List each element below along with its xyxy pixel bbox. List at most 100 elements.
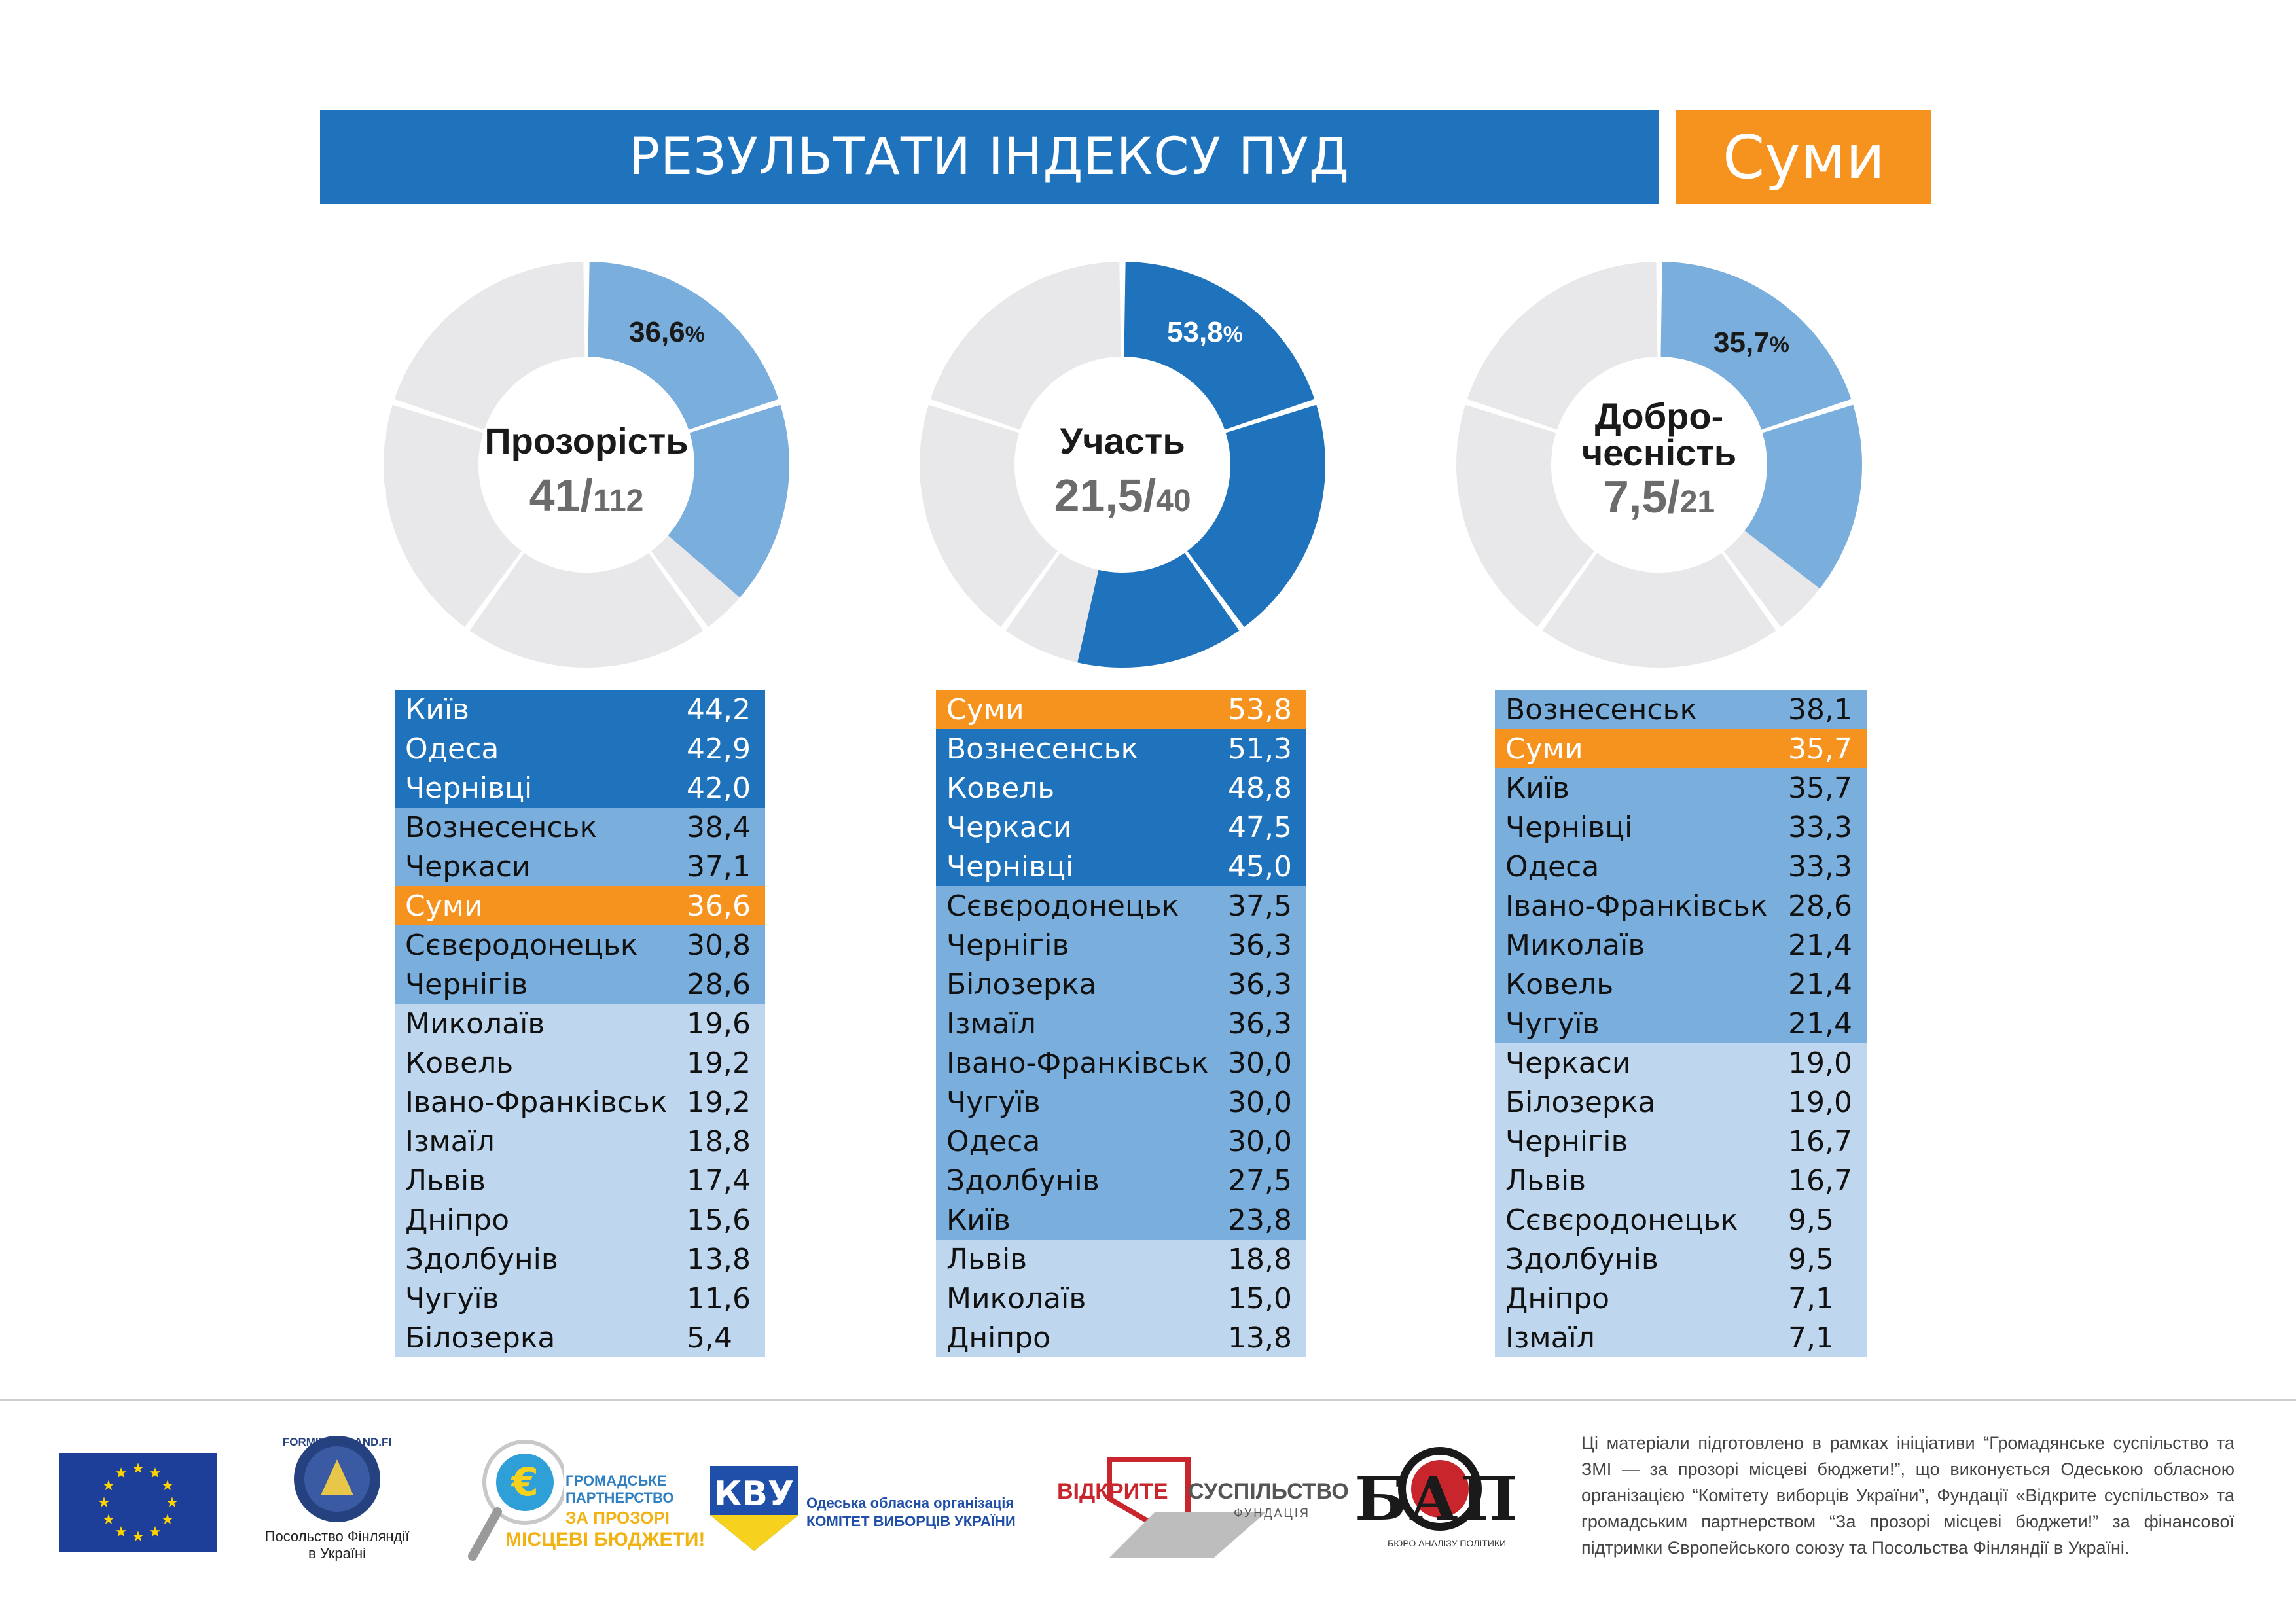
partnership-slogan-2: МІСЦЕВІ БЮДЖЕТИ! bbox=[505, 1529, 706, 1550]
city-score: 30,0 bbox=[1228, 1124, 1292, 1158]
kvu-logo: КВУ Одеська обласна організація КОМІТЕТ … bbox=[707, 1453, 1016, 1558]
city-name: Чугуїв bbox=[1505, 1007, 1600, 1041]
city-name: Івано-Франківськ bbox=[946, 1046, 1209, 1080]
city-name: Чернівці bbox=[946, 849, 1074, 883]
city-score: 18,8 bbox=[1228, 1242, 1292, 1276]
city-name: Суми bbox=[1505, 732, 1583, 766]
city-score: 37,1 bbox=[687, 849, 751, 883]
percent-sign: % bbox=[1223, 322, 1243, 347]
kvu-caption: Одеська обласна організація bbox=[806, 1495, 1014, 1511]
city-name: Івано-Франківськ bbox=[1505, 889, 1768, 923]
magnifier-icon: € bbox=[468, 1440, 567, 1561]
percent-label: 53,8% bbox=[1167, 316, 1243, 349]
city-name: Чугуїв bbox=[946, 1085, 1041, 1119]
city-name: Суми bbox=[946, 692, 1024, 726]
table-row: Одеса 30,0 bbox=[936, 1122, 1306, 1161]
city-name: Здолбунів bbox=[1505, 1242, 1659, 1276]
open-society-word2: СУСПІЛЬСТВО bbox=[1188, 1479, 1349, 1504]
kvu-mark: КВУ bbox=[714, 1474, 794, 1514]
star-icon: ★ bbox=[132, 1529, 145, 1545]
star-icon: ★ bbox=[115, 1524, 128, 1541]
donut-hole bbox=[482, 361, 691, 569]
city-name: Дніпро bbox=[405, 1203, 509, 1237]
page-title: РЕЗУЛЬТАТИ ІНДЕКСУ ПУД bbox=[320, 110, 1659, 204]
city-score: 33,3 bbox=[1788, 810, 1852, 844]
table-row: Здолбунів 27,5 bbox=[936, 1161, 1306, 1200]
city-score: 9,5 bbox=[1788, 1242, 1834, 1276]
city-score: 16,7 bbox=[1788, 1164, 1852, 1198]
table-row: Львів 17,4 bbox=[395, 1161, 765, 1200]
city-name: Львів bbox=[1505, 1164, 1587, 1198]
score-value: 7,5/ bbox=[1603, 471, 1680, 522]
donut-segment-bg bbox=[1456, 404, 1595, 628]
donut-segment-bg bbox=[920, 404, 1058, 628]
footer-note: Ці матеріали підготовлено в рамках ініці… bbox=[1581, 1433, 2234, 1558]
donut-segment-value bbox=[1187, 404, 1325, 628]
table-row: Білозерка 5,4 bbox=[395, 1318, 765, 1357]
city-name: Чернігів bbox=[1505, 1124, 1628, 1158]
city-name: Суми bbox=[405, 889, 483, 923]
donut-participation: Участь 21,5/40 53,8% bbox=[916, 259, 1329, 671]
city-score: 35,7 bbox=[1788, 732, 1852, 766]
table-row: Чернігів 16,7 bbox=[1495, 1122, 1867, 1161]
city-score: 35,7 bbox=[1788, 771, 1852, 805]
ranking-table-participation: Суми 53,8 Вознесенськ 51,3 Ковель 48,8 Черкаси… bbox=[936, 690, 1306, 1357]
open-society-logo: ВІДКРИТЕ СУСПІЛЬСТВО ФУНДАЦІЯ bbox=[1057, 1446, 1349, 1558]
score-value: 21,5/ bbox=[1054, 470, 1157, 521]
percent-value: 36,6 bbox=[629, 316, 685, 348]
city-score: 42,9 bbox=[687, 732, 751, 766]
city-score: 38,4 bbox=[687, 810, 751, 844]
table-row: Вознесенськ 38,1 bbox=[1495, 690, 1867, 729]
table-row: Дніпро 15,6 bbox=[395, 1200, 765, 1240]
city-score: 9,5 bbox=[1788, 1203, 1834, 1237]
table-row: Ковель 48,8 bbox=[936, 768, 1306, 808]
finland-caption-2: в Україні bbox=[308, 1545, 367, 1561]
city-name: Львів bbox=[405, 1164, 486, 1198]
footer-divider bbox=[0, 1399, 2296, 1401]
score-max: 21 bbox=[1679, 485, 1715, 520]
star-icon: ★ bbox=[98, 1495, 111, 1511]
city-score: 15,0 bbox=[1228, 1281, 1292, 1315]
city-score: 18,8 bbox=[687, 1124, 751, 1158]
city-score: 17,4 bbox=[687, 1164, 751, 1198]
city-score: 11,6 bbox=[687, 1281, 751, 1315]
donut-integrity: Добро- чесність 7,5/21 35,7% bbox=[1453, 259, 1865, 671]
city-name: Чугуїв bbox=[405, 1281, 499, 1315]
city-score: 15,6 bbox=[687, 1203, 751, 1237]
city-score: 16,7 bbox=[1788, 1124, 1852, 1158]
city-name: Здолбунів bbox=[405, 1242, 558, 1276]
city-score: 5,4 bbox=[687, 1321, 732, 1355]
donut-score: 7,5/21 bbox=[1453, 471, 1865, 523]
table-row: Івано-Франківськ 19,2 bbox=[395, 1082, 765, 1122]
table-row: Суми 53,8 bbox=[936, 690, 1306, 729]
city-name: Вознесенськ bbox=[405, 810, 598, 844]
table-row: Черкаси 37,1 bbox=[395, 847, 765, 886]
city-score: 19,2 bbox=[687, 1046, 751, 1080]
city-name: Сєвєродонецьк bbox=[1505, 1203, 1738, 1237]
table-row: Львів 16,7 bbox=[1495, 1161, 1867, 1200]
donut-segment-value bbox=[1124, 262, 1315, 430]
bap-caption: БЮРО АНАЛІЗУ ПОЛІТИКИ bbox=[1388, 1538, 1507, 1548]
eu-stars-icon: ★ ★★★★★★★★★★★ bbox=[98, 1461, 179, 1545]
table-row: Чернігів 36,3 bbox=[936, 925, 1306, 965]
table-row: Ковель 21,4 bbox=[1495, 965, 1867, 1004]
svg-text:€: € bbox=[510, 1459, 539, 1505]
city-name: Миколаїв bbox=[1505, 928, 1645, 962]
city-name: Ізмаїл bbox=[1505, 1321, 1595, 1355]
table-row: Вознесенськ 38,4 bbox=[395, 808, 765, 847]
bap-mark: БАП bbox=[1355, 1463, 1520, 1534]
city-name: Миколаїв bbox=[405, 1007, 545, 1041]
city-name: Сєвєродонецьк bbox=[946, 889, 1179, 923]
city-score: 30,0 bbox=[1228, 1046, 1292, 1080]
donut-segment-bg bbox=[394, 262, 585, 430]
table-row: Київ 35,7 bbox=[1495, 768, 1867, 808]
city-name: Одеса bbox=[946, 1124, 1041, 1158]
city-score: 53,8 bbox=[1228, 692, 1292, 726]
city-score: 13,8 bbox=[687, 1242, 751, 1276]
open-society-shape-icon bbox=[1107, 1457, 1266, 1558]
donut-svg bbox=[920, 262, 1325, 668]
city-name: Одеса bbox=[1505, 849, 1600, 883]
city-name: Ковель bbox=[946, 771, 1055, 805]
city-name: Черкаси bbox=[946, 810, 1072, 844]
city-name: Вознесенськ bbox=[1505, 692, 1698, 726]
